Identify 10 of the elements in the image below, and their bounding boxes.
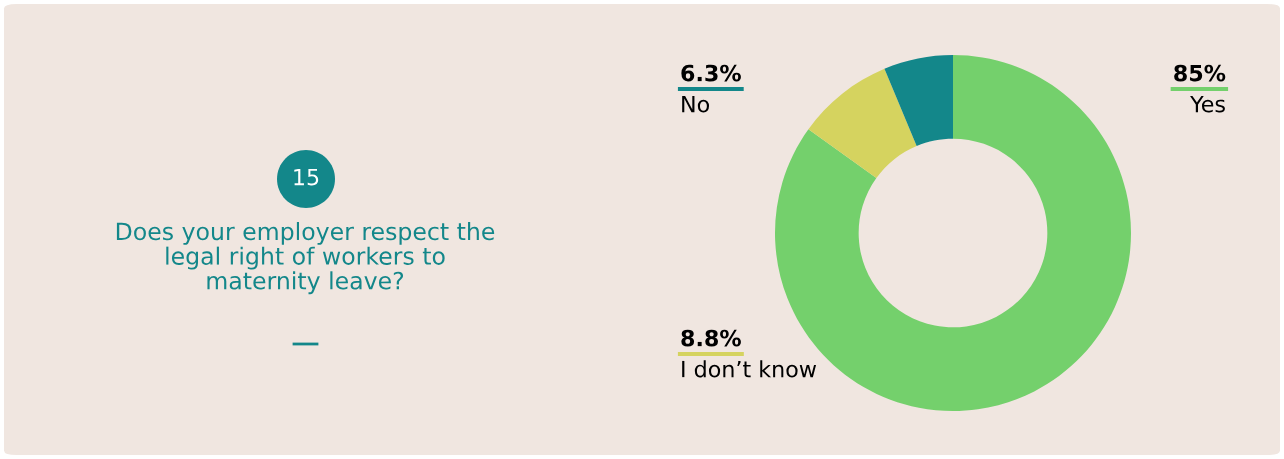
- legend-label: I don’t know: [682, 360, 817, 378]
- donut-slice: [884, 55, 953, 146]
- legend-label: No: [682, 95, 710, 113]
- donut-slice: [808, 68, 917, 178]
- data-label: 8.8%: [681, 329, 741, 347]
- text: 15: [294, 168, 319, 186]
- data-label: 6.3%: [681, 64, 741, 82]
- legend-label: Yes: [1190, 95, 1225, 113]
- data-label: 85%: [1174, 64, 1226, 82]
- text: Does your employer respect the legal right of workers to maternity leave?: [116, 222, 495, 295]
